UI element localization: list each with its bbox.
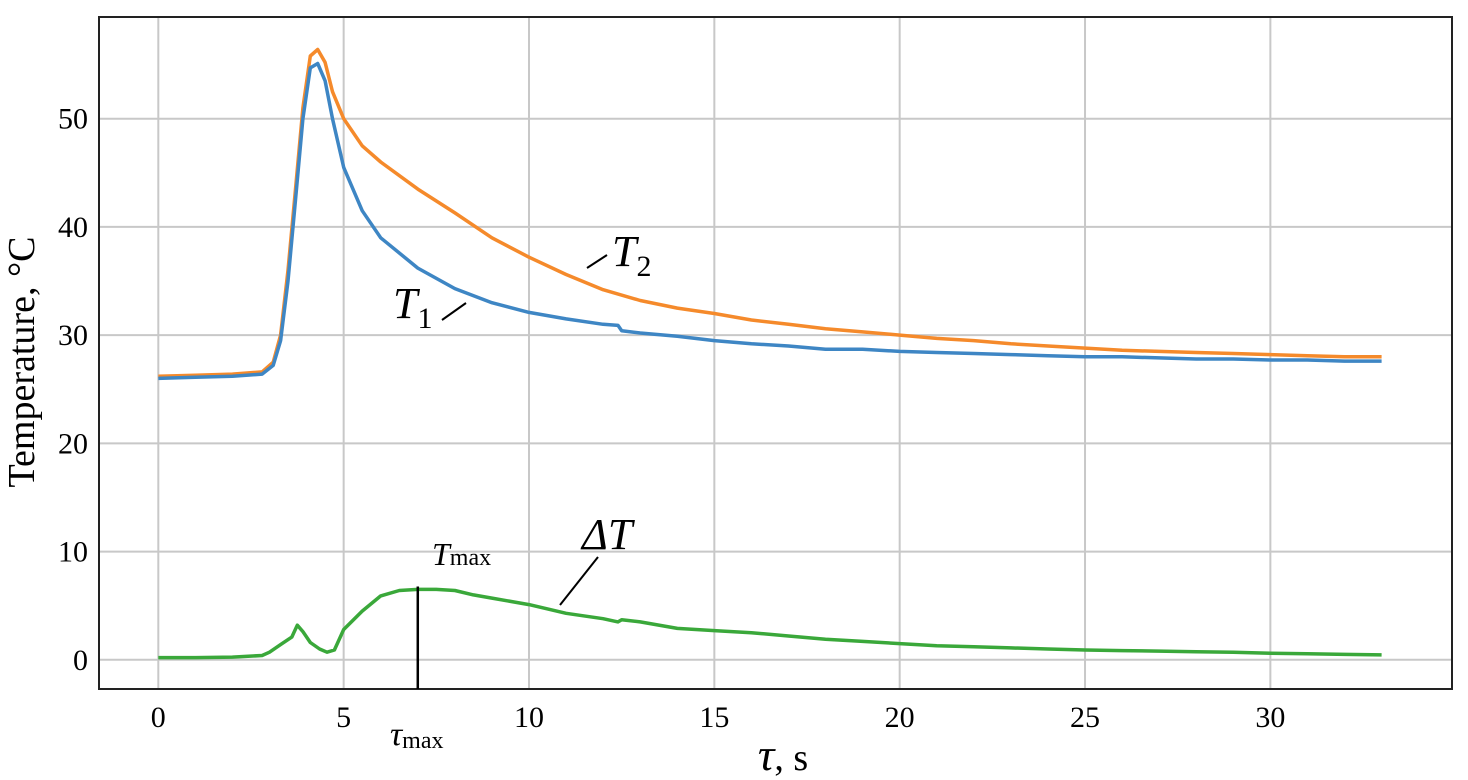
x-tick-label: 25: [1070, 701, 1100, 734]
y-tick-label: 50: [58, 103, 88, 136]
x-tick-label: 20: [885, 701, 915, 734]
leader-T1: [441, 302, 467, 321]
x-tick-label: 0: [151, 701, 166, 734]
y-tick-label: 40: [58, 211, 88, 244]
series-lines: [158, 47, 1382, 660]
x-axis-unit: , s: [774, 737, 808, 779]
label-T1: T1: [393, 279, 432, 335]
series-line-ΔT: [158, 587, 1382, 660]
label-delta-T: ΔT: [580, 510, 636, 559]
x-tick-label: 30: [1255, 701, 1285, 734]
series-line-T2: [158, 47, 1382, 379]
label-T2: T2: [612, 227, 651, 283]
tmax-label: Tmax: [432, 536, 491, 572]
plot-frame: [98, 16, 1453, 690]
y-tick-labels: 0 10 20 30 40 50: [58, 103, 88, 677]
x-tick-labels: 0 5 10 15 20 25 30: [151, 701, 1286, 734]
x-axis-symbol: τ: [758, 729, 776, 780]
y-tick-label: 10: [58, 536, 88, 569]
y-tick-label: 0: [73, 644, 88, 677]
y-tick-label: 30: [58, 319, 88, 352]
tau-max-label: τmax: [390, 716, 444, 754]
leader-delta-T: [559, 556, 599, 606]
leader-T2: [586, 254, 608, 269]
x-tick-label: 5: [336, 701, 351, 734]
annotations: T2 T1 ΔT Tmax τmax: [390, 227, 651, 754]
y-tick-label: 20: [58, 427, 88, 460]
y-axis-title: Temperature, °C: [1, 237, 43, 488]
x-axis-title: τ, s: [758, 729, 808, 780]
series-line-T1: [158, 61, 1382, 381]
x-tick-label: 10: [514, 701, 544, 734]
x-tick-label: 15: [699, 701, 729, 734]
